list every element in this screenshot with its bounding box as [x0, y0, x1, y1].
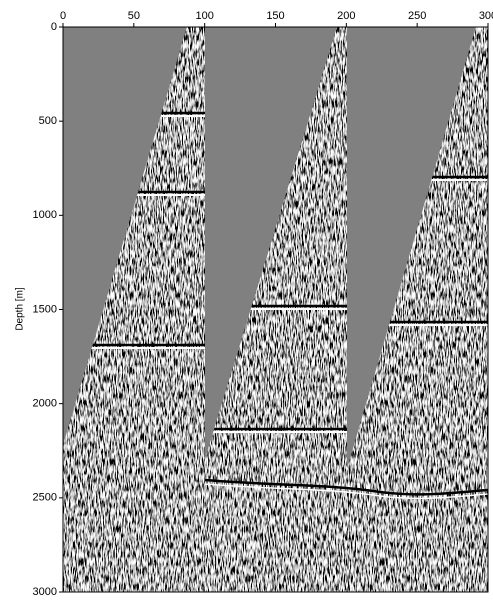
seismic-image	[63, 27, 488, 592]
y-axis-label: Depth [m]	[15, 287, 26, 331]
reflector-light	[204, 483, 488, 500]
x-tick-label: 300	[479, 10, 493, 22]
y-tick-label: 1000	[33, 209, 57, 221]
y-tick-label: 1500	[33, 303, 57, 315]
y-tick-label: 0	[51, 21, 57, 33]
mask-wedge	[63, 27, 187, 445]
x-tick-label: 150	[266, 10, 284, 22]
x-tick-label: 100	[195, 10, 213, 22]
y-tick-label: 3000	[33, 586, 57, 598]
mask-wedge	[347, 27, 476, 469]
x-tick-label: 50	[128, 10, 140, 22]
reflectors	[81, 111, 488, 500]
y-tick-label: 2500	[33, 492, 57, 504]
x-tick-label: 200	[337, 10, 355, 22]
y-tick-label: 500	[39, 115, 57, 127]
x-tick-label: 0	[60, 10, 66, 22]
reflector-dark	[204, 478, 488, 496]
x-tick-label: 250	[408, 10, 426, 22]
mask-wedge	[205, 27, 337, 459]
masked-wedges	[63, 27, 476, 469]
y-tick-label: 2000	[33, 398, 57, 410]
